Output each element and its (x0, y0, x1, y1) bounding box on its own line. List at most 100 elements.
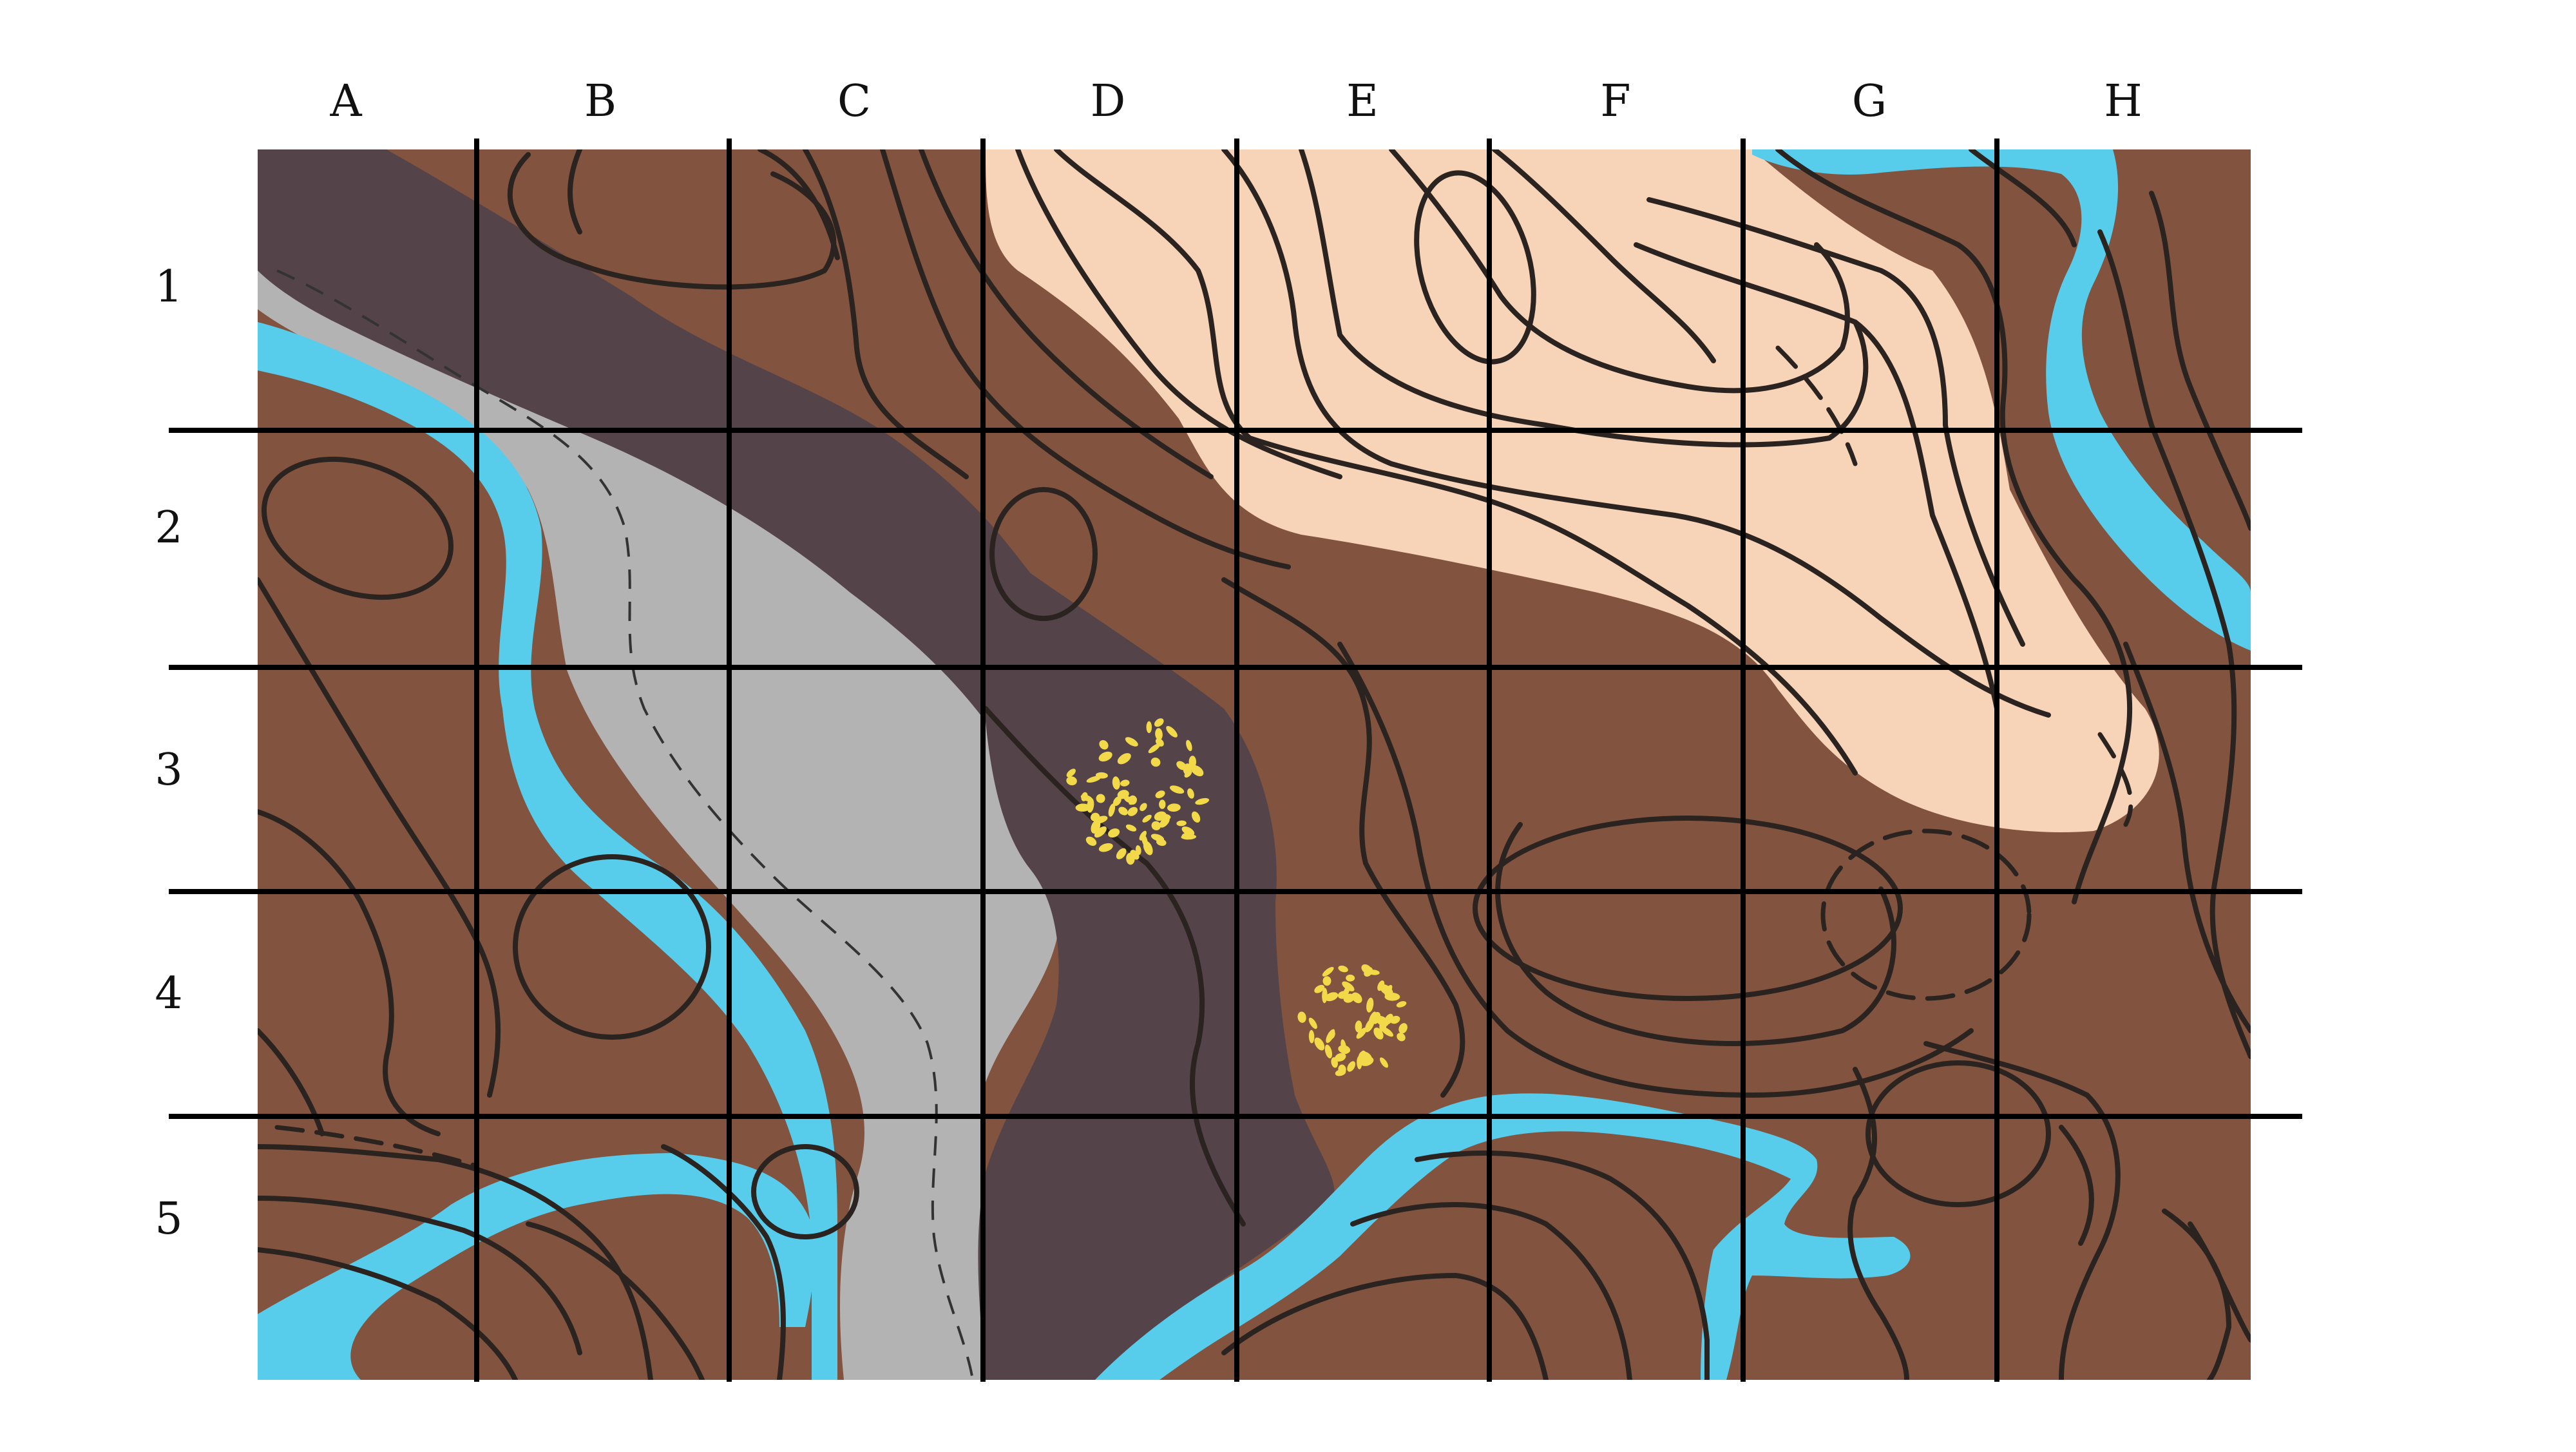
yellow-dot (1108, 803, 1116, 817)
yellow-dot (1116, 848, 1127, 859)
yellow-dot (1195, 798, 1210, 805)
yellow-dot (1340, 1039, 1347, 1053)
yellow-dot (1099, 740, 1109, 750)
yellow-dot (1146, 721, 1152, 734)
dot-cluster-d3 (1066, 718, 1210, 865)
yellow-dot (1169, 785, 1185, 794)
row-label-3: 3 (155, 745, 182, 796)
yellow-dot (1159, 799, 1166, 809)
yellow-dot (1314, 1037, 1325, 1051)
yellow-dot (1191, 811, 1201, 823)
yellow-dot (1117, 790, 1129, 799)
yellow-dot (1167, 803, 1181, 812)
yellow-dot (1085, 836, 1097, 846)
yellow-dot (1297, 1011, 1306, 1023)
yellow-dot (1120, 779, 1130, 787)
yellow-dot (1141, 834, 1148, 847)
yellow-dot (1308, 1017, 1317, 1029)
yellow-dot (1098, 843, 1113, 852)
yellow-dot (1184, 770, 1192, 778)
yellow-dot (1075, 803, 1091, 812)
yellow-dot (1095, 772, 1108, 779)
trail-lines (276, 269, 974, 1380)
yellow-dot (1129, 797, 1137, 805)
yellow-dot (1366, 997, 1374, 1013)
column-label-f: F (1600, 76, 1630, 127)
yellow-dot (1150, 758, 1161, 767)
yellow-dot (1156, 813, 1171, 821)
yellow-dot (1322, 988, 1328, 1004)
yellow-dot (1379, 1057, 1389, 1068)
yellow-dot (1112, 796, 1121, 807)
yellow-dot (1187, 788, 1194, 799)
column-label-b: B (584, 76, 616, 127)
yellow-dot (1130, 850, 1140, 860)
yellow-dot (1322, 966, 1334, 977)
river-southeast (1095, 1093, 1911, 1380)
yellow-dot (1398, 1023, 1407, 1034)
yellow-dot (1090, 812, 1100, 822)
yellow-dot (1125, 737, 1138, 747)
yellow-dot (1127, 807, 1138, 816)
yellow-dot (1112, 776, 1120, 790)
yellow-dot (1335, 1069, 1346, 1076)
yellow-dot (1343, 993, 1355, 1003)
yellow-dot (1381, 1027, 1393, 1037)
column-label-h: H (2104, 76, 2142, 127)
yellow-dot (1148, 743, 1161, 754)
yellow-dot (1155, 728, 1163, 741)
yellow-dot (1355, 1020, 1362, 1033)
row-label-2: 2 (155, 502, 182, 553)
row-label-5: 5 (155, 1194, 182, 1245)
yellow-dot (1096, 794, 1105, 803)
grid-lines (169, 139, 2302, 1382)
yellow-dot (1377, 980, 1385, 991)
column-label-c: C (837, 76, 871, 127)
highland-area (986, 149, 2159, 832)
yellow-dot (1334, 1053, 1346, 1062)
row-label-1: 1 (155, 262, 182, 312)
yellow-dot (1142, 814, 1152, 823)
yellow-dot (1190, 765, 1204, 777)
yellow-dot (1396, 1001, 1407, 1008)
yellow-dot (1346, 974, 1355, 982)
yellow-dot (1326, 1029, 1335, 1044)
row-label-4: 4 (155, 968, 182, 1019)
yellow-dot (1166, 726, 1178, 738)
yellow-dot (1324, 992, 1339, 1002)
yellow-dot (1108, 828, 1120, 838)
column-label-a: A (329, 76, 362, 127)
yellow-dot (1091, 819, 1101, 834)
yellow-dot (1087, 798, 1094, 813)
column-labels: A B C D E F G H (329, 76, 2142, 127)
yellow-dot (1181, 826, 1195, 836)
yellow-dot (1125, 824, 1137, 832)
column-label-g: G (1852, 76, 1887, 127)
yellow-dot (1086, 776, 1102, 783)
yellow-dot (1351, 992, 1362, 1004)
yellow-dot (1151, 821, 1161, 830)
dot-cluster-e4 (1297, 964, 1407, 1076)
yellow-dot (1181, 834, 1197, 840)
yellow-dot (1188, 756, 1196, 769)
lowland-dark-area (258, 149, 1335, 1380)
yellow-dot (1314, 984, 1325, 993)
yellow-dot (1066, 769, 1076, 778)
yellow-dot (1324, 1044, 1333, 1059)
yellow-dot (1066, 776, 1077, 786)
yellow-dot (1156, 839, 1167, 846)
yellow-dot (1098, 751, 1112, 762)
yellow-dot (1338, 965, 1348, 973)
yellow-dot (1176, 820, 1187, 826)
yellow-dot (1118, 807, 1128, 816)
yellow-dot (1140, 803, 1147, 812)
column-label-e: E (1346, 76, 1379, 127)
yellow-dot (1342, 981, 1355, 991)
yellow-dot (1186, 740, 1192, 751)
column-label-d: D (1091, 76, 1126, 127)
yellow-dot (1397, 1033, 1406, 1042)
yellow-dot (1155, 790, 1165, 799)
yellow-dot (1357, 1056, 1362, 1069)
